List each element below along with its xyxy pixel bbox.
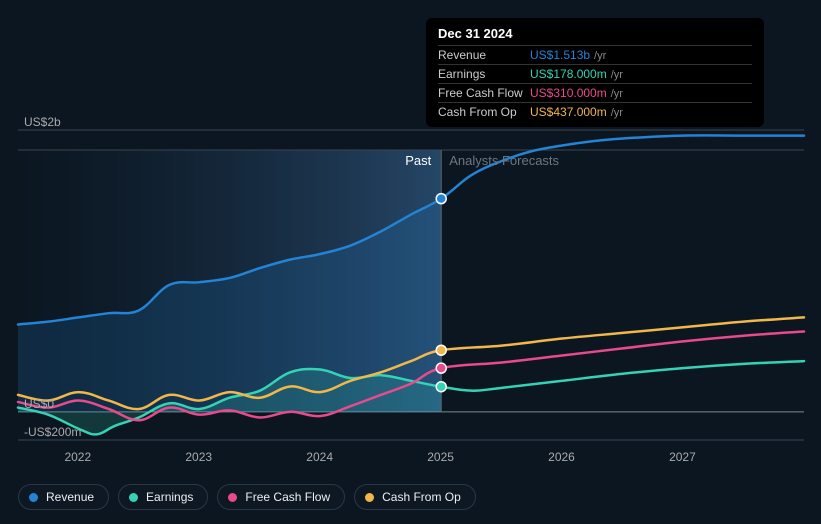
tooltip-row: EarningsUS$178.000m/yr <box>438 64 752 83</box>
hover-marker-revenue <box>436 194 446 204</box>
legend-dot <box>129 493 138 502</box>
legend-dot <box>228 493 237 502</box>
x-tick-label: 2025 <box>427 450 454 464</box>
hover-marker-fcf <box>436 363 446 373</box>
section-label-forecast: Analysts Forecasts <box>449 153 559 168</box>
section-label-past: Past <box>405 153 431 168</box>
hover-marker-cfo <box>436 345 446 355</box>
tooltip-row: Free Cash FlowUS$310.000m/yr <box>438 83 752 102</box>
x-tick-label: 2026 <box>548 450 575 464</box>
tooltip-row-value: US$178.000m <box>530 67 607 81</box>
tooltip-row-value: US$1.513b <box>530 48 590 62</box>
legend-label: Free Cash Flow <box>245 490 330 504</box>
tooltip-row-unit: /yr <box>611 107 623 119</box>
y-tick-label: US$2b <box>24 115 61 129</box>
x-tick-label: 2024 <box>306 450 333 464</box>
tooltip-row: Cash From OpUS$437.000m/yr <box>438 102 752 121</box>
legend-item-cfo[interactable]: Cash From Op <box>354 484 476 510</box>
legend-item-earnings[interactable]: Earnings <box>118 484 208 510</box>
x-tick-label: 2023 <box>185 450 212 464</box>
financials-chart: US$2b US$0 -US$200m 2022 2023 2024 2025 2026 20… <box>0 0 821 524</box>
tooltip-row-label: Cash From Op <box>438 105 530 119</box>
legend-label: Cash From Op <box>382 490 461 504</box>
tooltip-row-unit: /yr <box>594 50 606 62</box>
hover-tooltip: Dec 31 2024 RevenueUS$1.513b/yrEarningsU… <box>426 18 764 127</box>
hover-marker-earnings <box>436 382 446 392</box>
tooltip-row: RevenueUS$1.513b/yr <box>438 45 752 64</box>
legend-item-revenue[interactable]: Revenue <box>18 484 109 510</box>
tooltip-row-label: Earnings <box>438 67 530 81</box>
legend-label: Earnings <box>146 490 193 504</box>
tooltip-row-label: Free Cash Flow <box>438 86 530 100</box>
tooltip-row-unit: /yr <box>611 88 623 100</box>
x-tick-label: 2022 <box>64 450 91 464</box>
y-tick-label: US$0 <box>24 397 54 411</box>
tooltip-row-value: US$310.000m <box>530 86 607 100</box>
legend-dot <box>29 493 38 502</box>
y-tick-label: -US$200m <box>24 425 81 439</box>
legend-label: Revenue <box>46 490 94 504</box>
tooltip-date: Dec 31 2024 <box>438 26 752 45</box>
tooltip-row-label: Revenue <box>438 48 530 62</box>
tooltip-row-unit: /yr <box>611 69 623 81</box>
legend: Revenue Earnings Free Cash Flow Cash From O… <box>18 484 476 510</box>
legend-item-fcf[interactable]: Free Cash Flow <box>217 484 345 510</box>
legend-dot <box>365 493 374 502</box>
x-tick-label: 2027 <box>669 450 696 464</box>
tooltip-row-value: US$437.000m <box>530 105 607 119</box>
